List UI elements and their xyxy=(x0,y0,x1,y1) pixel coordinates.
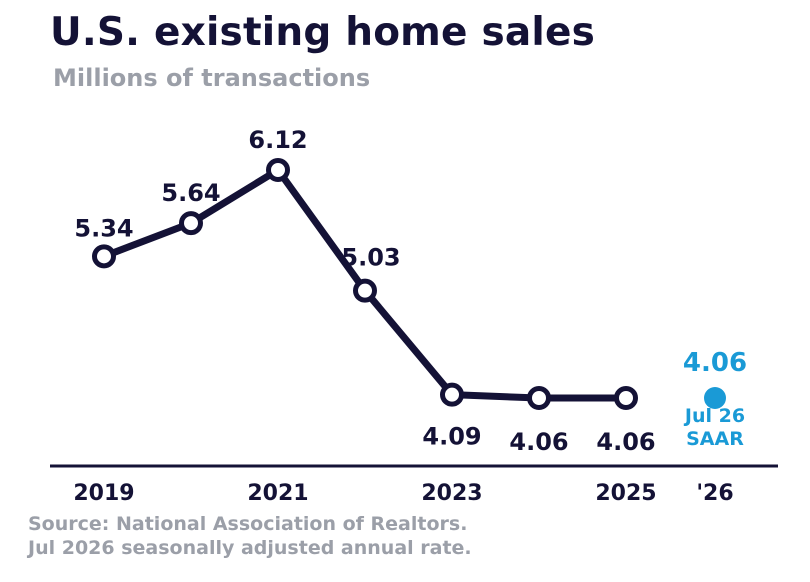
data-point xyxy=(527,386,551,410)
source-line-1: Source: National Association of Realtors… xyxy=(28,513,468,535)
x-tick-label: 2023 xyxy=(421,481,482,506)
data-label: 5.64 xyxy=(161,179,220,207)
x-tick-label: 2021 xyxy=(247,481,308,506)
data-point xyxy=(92,244,116,269)
data-point xyxy=(614,386,638,410)
data-label: 4.06 xyxy=(596,428,655,456)
data-point xyxy=(266,158,290,182)
chart-subtitle: Millions of transactions xyxy=(53,64,371,92)
data-point xyxy=(179,211,203,236)
x-tick-label: '26 xyxy=(696,481,733,506)
x-tick-label: 2019 xyxy=(73,481,134,506)
data-label: 6.12 xyxy=(248,126,307,154)
chart-title: U.S. existing home sales xyxy=(50,10,596,55)
data-label: 5.03 xyxy=(341,244,400,272)
data-point xyxy=(353,278,377,303)
highlight-label: 4.06 xyxy=(683,348,747,378)
highlight-point xyxy=(704,387,726,409)
source-line-2: Jul 2026 seasonally adjusted annual rate… xyxy=(28,537,472,559)
highlight-note-period: Jul 26 xyxy=(683,405,745,427)
data-point xyxy=(440,382,464,407)
source-note: Source: National Association of Realtors… xyxy=(28,512,472,560)
data-label: 5.34 xyxy=(74,214,133,242)
highlight-note-rate: SAAR xyxy=(686,428,744,450)
data-label: 4.06 xyxy=(509,428,568,456)
x-tick-label: 2025 xyxy=(595,481,656,506)
data-label: 4.09 xyxy=(422,423,481,451)
